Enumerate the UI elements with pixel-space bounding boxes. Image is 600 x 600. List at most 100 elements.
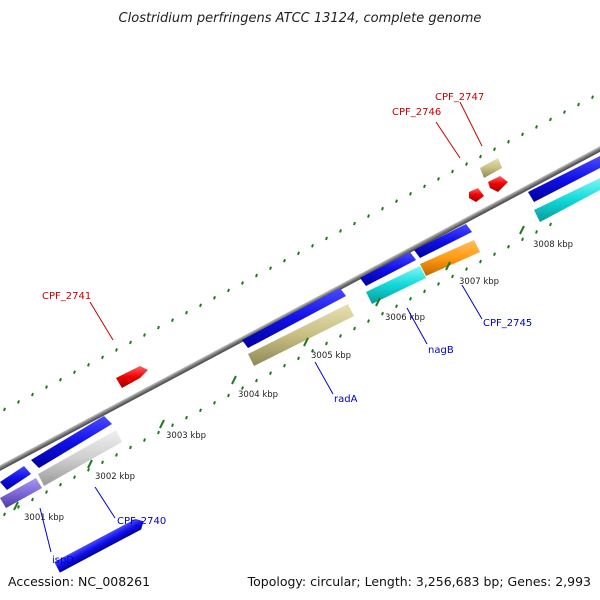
track-dot xyxy=(507,244,510,249)
track-dot xyxy=(381,311,384,316)
gene-CPF-2745-bar[interactable] xyxy=(420,240,480,276)
track-dot xyxy=(549,117,552,122)
gene-label-CPF-2741[interactable]: CPF_2741 xyxy=(42,291,91,302)
tick-label-3005: 3005 kbp xyxy=(311,351,351,361)
track-dot xyxy=(465,162,468,166)
leader-line-CPF-2746 xyxy=(435,121,461,159)
track-dot xyxy=(479,259,482,264)
gene-radA-bar[interactable] xyxy=(248,304,354,366)
gene-label-CPF-2740[interactable]: CPF_2740 xyxy=(117,516,166,527)
track-dot xyxy=(73,475,76,480)
track-dot xyxy=(437,282,440,286)
gene-CPF-2741-arrow[interactable] xyxy=(116,366,148,388)
track-dot xyxy=(577,102,580,107)
track-dot xyxy=(325,341,328,346)
track-dot xyxy=(339,334,342,338)
track-dot xyxy=(521,132,524,137)
track-dot xyxy=(493,147,496,152)
leader-line-CPF-2745 xyxy=(461,284,483,320)
leader-line-CPF-2741 xyxy=(89,301,114,341)
gene-nagB-bar[interactable] xyxy=(366,266,426,304)
track-dot xyxy=(395,199,398,204)
gene-arrow-blue-5[interactable] xyxy=(414,224,472,258)
track-dot xyxy=(451,169,454,174)
track-dot xyxy=(241,386,244,390)
tick-mark xyxy=(13,501,19,511)
track-dot xyxy=(45,385,48,389)
track-dot xyxy=(367,214,370,218)
track-dot xyxy=(521,237,524,242)
track-dot xyxy=(563,110,566,114)
track-dot xyxy=(59,377,62,382)
track-dot xyxy=(31,392,34,397)
gene-label-CPF-2746[interactable]: CPF_2746 xyxy=(392,107,441,118)
leader-line-nagB xyxy=(406,307,428,345)
track-dot xyxy=(465,267,468,271)
track-dot xyxy=(395,304,398,309)
map-title: Clostridium perfringens ATCC 13124, comp… xyxy=(119,11,482,26)
track-dot xyxy=(437,177,440,181)
track-dot xyxy=(451,274,454,279)
gene-label-nagB[interactable]: nagB xyxy=(428,345,454,356)
track-dot xyxy=(59,482,62,487)
track-dot xyxy=(255,378,258,383)
gene-arrow-blue-4[interactable] xyxy=(360,252,416,286)
gene-arrow-blue-6[interactable] xyxy=(528,156,600,202)
gene-label-CPF-2745[interactable]: CPF_2745 xyxy=(483,318,532,329)
leader-line-radA xyxy=(314,361,334,395)
tick-mark xyxy=(87,459,93,469)
track-dot xyxy=(227,288,230,293)
track-dot xyxy=(255,273,258,278)
gene-arrow-cyan-right[interactable] xyxy=(534,178,600,222)
track-dot xyxy=(17,400,20,404)
tick-label-3001: 3001 kbp xyxy=(24,513,64,523)
track-dot xyxy=(101,460,104,465)
track-dot xyxy=(311,349,314,353)
gene-arrow-blue-2[interactable] xyxy=(31,416,112,468)
track-dot xyxy=(479,154,482,159)
track-dot xyxy=(185,415,188,420)
track-dot xyxy=(115,453,118,457)
gene-label-ispD[interactable]: ispD xyxy=(52,555,74,566)
track-dot xyxy=(311,244,314,248)
gene-CPF-2747-arrow-red[interactable] xyxy=(488,176,508,192)
track-dot xyxy=(171,423,174,427)
tick-mark xyxy=(303,337,309,347)
gene-label-CPF-2747[interactable]: CPF_2747 xyxy=(435,92,484,103)
track-dot xyxy=(283,258,286,263)
gene-ispD-bar[interactable] xyxy=(0,478,42,508)
gene-ispD-neighbor-arrow[interactable] xyxy=(54,516,146,573)
track-dot xyxy=(185,310,188,315)
track-dot xyxy=(3,512,6,517)
track-dot xyxy=(227,393,230,398)
kbp-ticks: 3001 kbp 3002 kbp 3003 kbp 3004 kbp 3005… xyxy=(13,225,573,523)
track-dot xyxy=(535,125,538,129)
track-dot xyxy=(143,438,146,442)
tick-label-3002: 3002 kbp xyxy=(95,472,135,482)
track-dot xyxy=(31,497,34,502)
leader-line-CPF-2740 xyxy=(94,486,116,519)
gene-arrow-blue-1[interactable] xyxy=(0,466,31,490)
track-dot xyxy=(423,184,426,189)
track-dot xyxy=(213,296,216,300)
gene-CPF-2740-bar[interactable] xyxy=(38,430,122,486)
tick-mark xyxy=(445,261,451,271)
track-dot xyxy=(213,401,216,405)
track-dot xyxy=(199,303,202,308)
track-dot xyxy=(297,356,300,361)
track-dot xyxy=(157,325,160,330)
track-dot xyxy=(353,326,356,331)
gene-CPF-2747-bar[interactable] xyxy=(480,158,502,178)
track-dot xyxy=(45,490,48,494)
track-dot xyxy=(87,467,90,472)
gene-CPF-2746-arrow[interactable] xyxy=(469,188,484,202)
track-dot xyxy=(269,371,272,375)
track-dot xyxy=(381,206,384,211)
dotted-tracks xyxy=(3,95,594,517)
track-dot xyxy=(101,355,104,360)
gene-label-radA[interactable]: radA xyxy=(334,394,358,405)
track-dot xyxy=(241,281,244,285)
tick-label-3006: 3006 kbp xyxy=(385,313,425,323)
gene-arrow-blue-3[interactable] xyxy=(242,288,346,348)
